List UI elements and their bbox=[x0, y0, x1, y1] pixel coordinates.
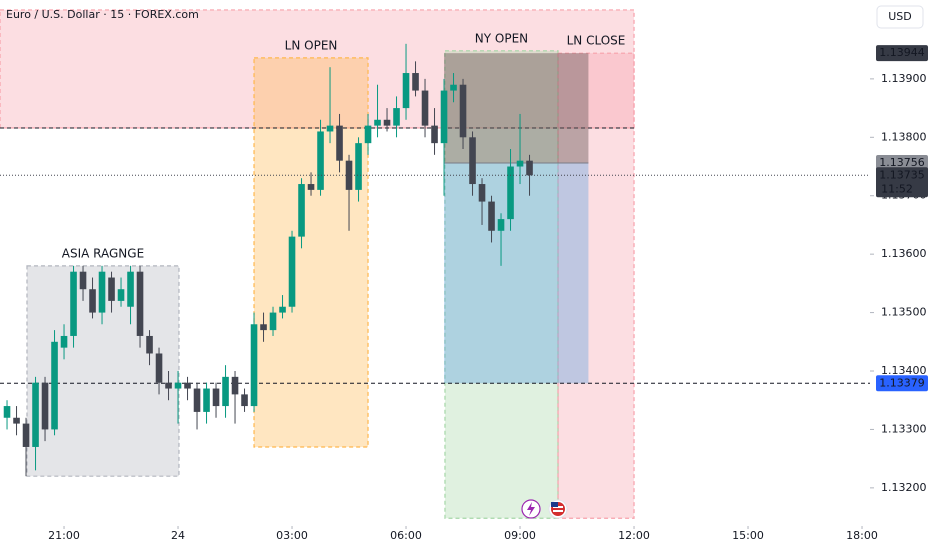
candle-body bbox=[193, 388, 201, 412]
candle-body bbox=[70, 271, 77, 336]
candle-body bbox=[60, 335, 68, 348]
currency-button[interactable] bbox=[876, 5, 924, 29]
candle-body bbox=[326, 125, 334, 132]
candle-body bbox=[345, 160, 353, 190]
candle-body bbox=[269, 312, 277, 331]
candle-body bbox=[184, 382, 191, 389]
candle-body bbox=[146, 335, 153, 354]
candle-body bbox=[516, 160, 524, 167]
x-tick-label: 15:00 bbox=[732, 529, 764, 542]
y-tick-label: 1.13300 bbox=[881, 422, 927, 435]
y-tick-label: 1.13800 bbox=[881, 130, 927, 143]
candle-body bbox=[393, 108, 400, 126]
candle-body bbox=[241, 394, 248, 407]
candle-body bbox=[260, 324, 267, 331]
candle-body bbox=[497, 219, 505, 231]
last-price-label: 1.13735 bbox=[879, 168, 925, 181]
candle-body bbox=[383, 119, 391, 126]
candle-body bbox=[412, 73, 419, 91]
candle-body bbox=[212, 388, 220, 407]
candle-body bbox=[108, 277, 115, 301]
candle-body bbox=[336, 125, 343, 161]
candle-body bbox=[469, 137, 476, 185]
event-flag-canton bbox=[551, 502, 558, 507]
candle-body bbox=[459, 84, 467, 138]
y-tick-label: 1.13400 bbox=[881, 364, 927, 377]
candle-body bbox=[402, 73, 410, 109]
candle-body bbox=[41, 382, 49, 430]
candle-body bbox=[250, 324, 258, 407]
currency-label: USD bbox=[888, 10, 912, 23]
position-risk-zone bbox=[444, 53, 589, 164]
candle-body bbox=[136, 271, 144, 336]
zone-label: LN OPEN bbox=[285, 38, 338, 52]
x-tick-label: 06:00 bbox=[390, 529, 422, 542]
candle-body bbox=[279, 306, 286, 313]
event-flag-stripe bbox=[553, 510, 563, 512]
candle-body bbox=[298, 184, 305, 237]
session-zone bbox=[557, 52, 635, 519]
event-icons bbox=[521, 499, 568, 519]
x-tick-label: 21:00 bbox=[48, 529, 80, 542]
candle-body bbox=[288, 236, 296, 307]
candle-body bbox=[174, 382, 182, 389]
candle-body bbox=[231, 376, 239, 395]
session-zone bbox=[0, 9, 635, 129]
candle-body bbox=[89, 289, 96, 313]
x-tick-label: 09:00 bbox=[504, 529, 536, 542]
candle-body bbox=[374, 119, 381, 126]
x-tick-label: 24 bbox=[171, 529, 185, 542]
candle-body bbox=[117, 289, 125, 301]
event-icon-bolt bbox=[527, 502, 535, 516]
position-reward-zone bbox=[444, 163, 589, 384]
zone-label: LN CLOSE bbox=[567, 34, 626, 48]
y-tick-label: 1.13200 bbox=[881, 481, 927, 494]
x-tick-label: 12:00 bbox=[618, 529, 650, 542]
candle-body bbox=[13, 417, 20, 424]
zone-label: NY OPEN bbox=[475, 31, 528, 45]
candle-body bbox=[155, 353, 163, 383]
candle-body bbox=[165, 382, 172, 389]
target-price-label: 1.13379 bbox=[879, 376, 925, 389]
stop-price-label-bg bbox=[876, 45, 928, 62]
y-tick-label: 1.13500 bbox=[881, 306, 927, 319]
entry-price-label: 1.13756 bbox=[879, 156, 925, 169]
candle-body bbox=[364, 125, 372, 144]
candle-body bbox=[431, 125, 438, 144]
candle-body bbox=[222, 376, 229, 407]
candle-body bbox=[355, 143, 362, 190]
stop-price-label: 1.13944 bbox=[879, 46, 925, 59]
x-tick-label: 03:00 bbox=[276, 529, 308, 542]
chart-title: Euro / U.S. Dollar · 15 · FOREX.com bbox=[6, 8, 199, 21]
entry-price-label-bg bbox=[876, 155, 928, 172]
zone-label: ASIA RAGNGE bbox=[62, 246, 144, 260]
y-tick-label: 1.13600 bbox=[881, 247, 927, 260]
candle-body bbox=[526, 160, 533, 176]
candle-body bbox=[51, 341, 58, 430]
candle-body bbox=[127, 271, 134, 307]
candle-body bbox=[98, 271, 106, 313]
candle-body bbox=[317, 131, 324, 190]
countdown-label: 11:52 bbox=[881, 182, 913, 195]
y-tick-label: 1.13900 bbox=[881, 72, 927, 85]
candle-body bbox=[3, 406, 11, 418]
candle-body bbox=[450, 84, 457, 91]
candle-body bbox=[478, 184, 486, 202]
candle-body bbox=[507, 166, 514, 220]
candle-body bbox=[79, 271, 87, 290]
candle-body bbox=[488, 201, 495, 231]
candle-body bbox=[307, 184, 315, 190]
target-price-label-bg bbox=[876, 375, 928, 392]
x-tick-label: 18:00 bbox=[846, 529, 878, 542]
candle-body bbox=[203, 388, 210, 412]
candle-body bbox=[440, 90, 448, 144]
candle-body bbox=[421, 90, 429, 126]
session-zone bbox=[253, 57, 369, 448]
candle-body bbox=[32, 382, 39, 447]
candle-body bbox=[22, 423, 30, 447]
last-price-bg bbox=[876, 167, 928, 198]
